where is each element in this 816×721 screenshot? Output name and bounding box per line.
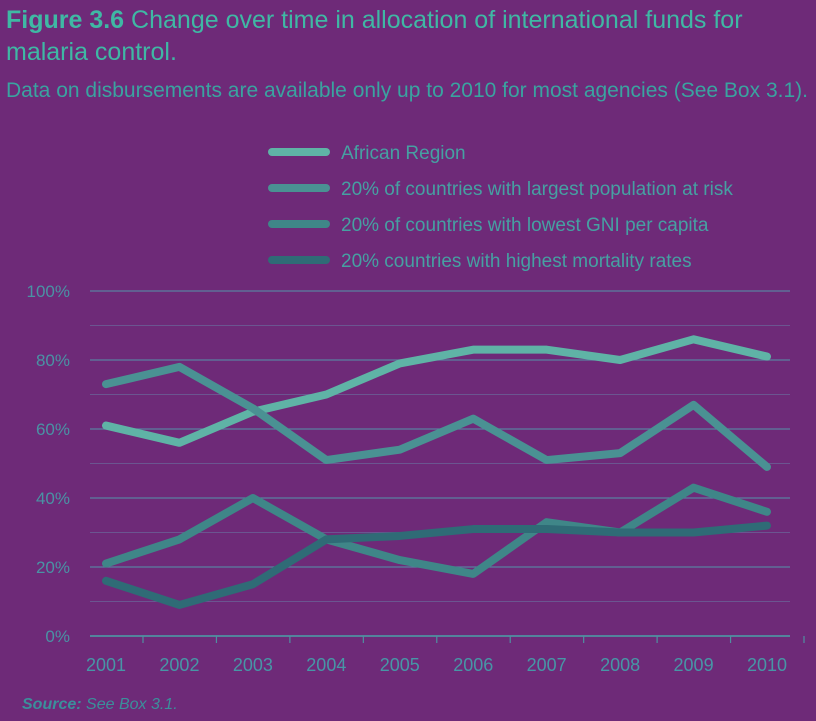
- x-tick-label: 2004: [306, 655, 346, 675]
- figure-title: Change over time in allocation of intern…: [6, 6, 743, 66]
- x-axis-labels: 2001 2002 2003 2004 2005 2006 2007 2008 2009 2010: [86, 655, 787, 675]
- figure-subtitle: Data on disbursements are available only…: [6, 79, 808, 102]
- legend: African Region 20% of countries with larg…: [268, 143, 733, 272]
- x-tick-label: 2010: [747, 655, 787, 675]
- x-tick-label: 2006: [453, 655, 493, 675]
- x-tick-label: 2007: [527, 655, 567, 675]
- x-tick-label: 2005: [380, 655, 420, 675]
- y-tick-label: 0%: [45, 627, 70, 646]
- y-tick-label: 80%: [36, 351, 70, 370]
- source-text: See Box 3.1.: [86, 696, 178, 713]
- x-tick-label: 2002: [159, 655, 199, 675]
- legend-label: 20% countries with highest mortality rat…: [341, 251, 692, 272]
- y-tick-label: 20%: [36, 558, 70, 577]
- x-tick-label: 2003: [233, 655, 273, 675]
- y-tick-label: 60%: [36, 420, 70, 439]
- series-line-4: [102, 521, 771, 609]
- series-line-2: [102, 362, 771, 471]
- legend-label: 20% of countries with largest population…: [341, 179, 733, 200]
- source-label: Source:: [22, 696, 82, 713]
- series-lines: [102, 335, 771, 609]
- source-note: Source: See Box 3.1.: [22, 696, 178, 714]
- figure-label: Figure 3.6: [6, 6, 125, 34]
- x-tick-label: 2009: [674, 655, 714, 675]
- y-axis-labels: 0% 20% 40% 60% 80% 100%: [27, 282, 70, 646]
- y-tick-label: 40%: [36, 489, 70, 508]
- y-tick-label: 100%: [27, 282, 70, 301]
- series-line-1: [102, 335, 771, 447]
- figure-caption-title: Figure 3.6 Change over time in allocatio…: [6, 4, 806, 68]
- series-line-3: [102, 483, 771, 578]
- legend-label: 20% of countries with lowest GNI per cap…: [341, 215, 709, 236]
- grid: [90, 290, 805, 643]
- x-tick-label: 2008: [600, 655, 640, 675]
- x-tick-label: 2001: [86, 655, 126, 675]
- legend-label: African Region: [341, 143, 466, 164]
